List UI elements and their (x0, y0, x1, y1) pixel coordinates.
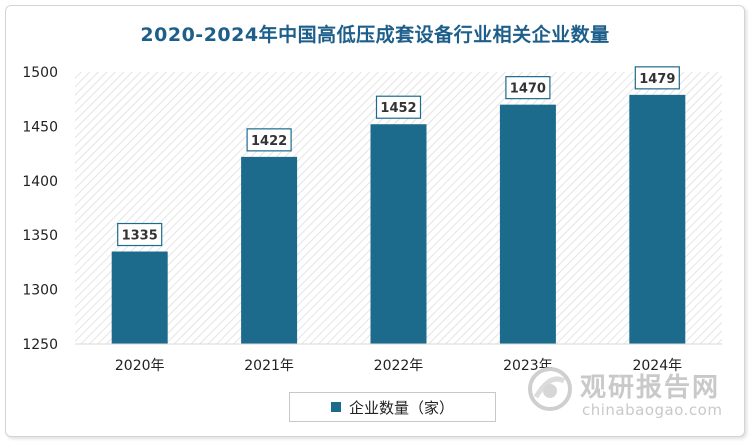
data-label-box (505, 76, 551, 100)
x-tick-label: 2020年 (115, 358, 165, 374)
x-tick-label: 2024年 (632, 358, 682, 374)
x-tick-label: 2022年 (374, 358, 424, 374)
watermark: 观研报告网 chinabaogao.com (528, 365, 728, 425)
data-label: 1422 (251, 134, 287, 149)
watermark-url: chinabaogao.com (582, 401, 723, 419)
brand-logo-icon (528, 367, 572, 411)
y-tick-label: 1300 (22, 283, 58, 299)
y-tick-label: 1250 (22, 337, 58, 353)
watermark-brand: 观研报告网 (580, 373, 721, 403)
bar-2024年 (629, 94, 686, 345)
data-label: 1335 (122, 229, 158, 244)
legend-swatch (330, 402, 341, 412)
x-tick-label: 2021年 (244, 358, 294, 374)
y-tick-label: 1450 (22, 119, 58, 135)
legend-label: 企业数量（家） (348, 398, 454, 417)
data-label-box (634, 66, 680, 90)
y-tick-label: 1500 (22, 65, 58, 81)
bar-2023年 (499, 104, 556, 344)
bar-2022年 (370, 124, 427, 344)
bar-2020年 (111, 251, 168, 344)
y-tick-label: 1400 (22, 174, 58, 190)
data-label: 1479 (639, 72, 675, 87)
data-label-box (375, 95, 422, 119)
chart-title: 2020-2024年中国高低压成套设备行业相关企业数量 (140, 24, 610, 46)
data-label: 1470 (510, 82, 546, 97)
data-label-box (246, 128, 292, 152)
data-label-box (117, 222, 163, 247)
legend: 企业数量（家） (289, 392, 496, 422)
bar-2021年 (241, 156, 298, 344)
data-label: 1452 (380, 101, 416, 116)
y-tick-label: 1350 (22, 228, 58, 244)
